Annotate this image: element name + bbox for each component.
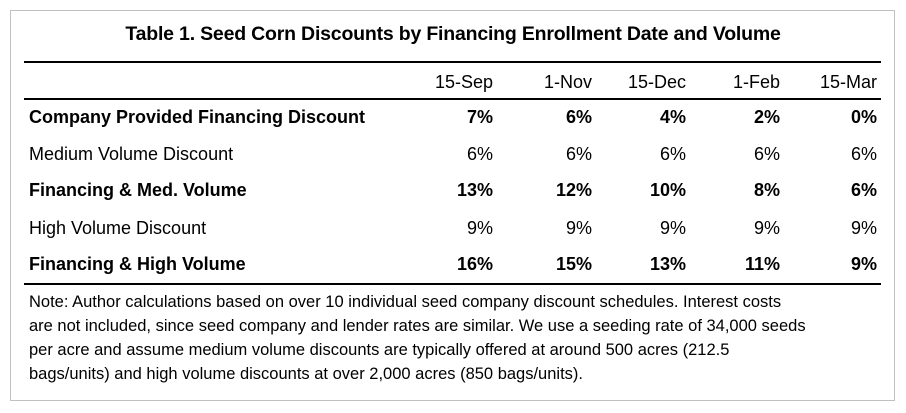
note-line: bags/units) and high volume discounts at… (29, 365, 583, 383)
cell: 8% (753, 180, 780, 200)
note-line: Note: Author calculations based on over … (29, 293, 782, 311)
header-rule (24, 98, 881, 100)
column-header: 15-Dec (627, 72, 686, 92)
table-frame (10, 10, 895, 401)
table-title: Table 1. Seed Corn Discounts by Financin… (125, 23, 781, 45)
column-header: 1-Feb (732, 72, 780, 92)
cell: 13% (649, 254, 686, 274)
row-label: Medium Volume Discount (29, 144, 234, 164)
cell: 4% (659, 107, 686, 127)
table-row: Financing & High Volume 16% 15% 13% 11% … (0, 254, 906, 284)
cell: 13% (456, 180, 493, 200)
cell: 9% (850, 218, 877, 238)
cell: 10% (649, 180, 686, 200)
footer-rule (24, 283, 881, 285)
cell: 15% (555, 254, 592, 274)
cell: 9% (850, 254, 877, 274)
cell: 6% (850, 180, 877, 200)
cell: 9% (753, 218, 780, 238)
cell: 6% (565, 107, 592, 127)
cell: 9% (565, 218, 592, 238)
row-label: Financing & Med. Volume (29, 180, 247, 200)
column-header: 1-Nov (543, 72, 592, 92)
cell: 9% (659, 218, 686, 238)
cell: 9% (466, 218, 493, 238)
cell: 12% (555, 180, 592, 200)
cell: 6% (659, 144, 686, 164)
note-line: per acre and assume medium volume discou… (29, 341, 730, 359)
table-note: Note: Author calculations based on over … (29, 290, 889, 386)
note-line: are not included, since seed company and… (29, 317, 806, 335)
table-row: Financing & Med. Volume 13% 12% 10% 8% 6… (0, 180, 906, 210)
table-row: Medium Volume Discount 6% 6% 6% 6% 6% (0, 144, 906, 174)
cell: 11% (744, 254, 780, 274)
row-label: Financing & High Volume (29, 254, 246, 274)
column-header: 15-Sep (434, 72, 493, 92)
table-row: High Volume Discount 9% 9% 9% 9% 9% (0, 218, 906, 248)
table-row: Company Provided Financing Discount 7% 6… (0, 107, 906, 137)
cell: 2% (753, 107, 780, 127)
cell: 6% (850, 144, 877, 164)
cell: 6% (565, 144, 592, 164)
column-header: 15-Mar (819, 72, 877, 92)
cell: 6% (753, 144, 780, 164)
cell: 6% (466, 144, 493, 164)
title-rule (24, 61, 881, 63)
cell: 16% (456, 254, 493, 274)
row-label: Company Provided Financing Discount (29, 107, 366, 127)
cell: 0% (850, 107, 877, 127)
row-label: High Volume Discount (29, 218, 207, 238)
cell: 7% (466, 107, 493, 127)
